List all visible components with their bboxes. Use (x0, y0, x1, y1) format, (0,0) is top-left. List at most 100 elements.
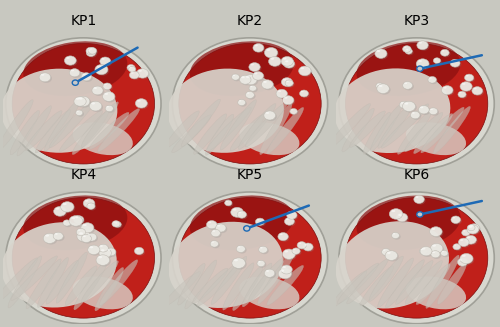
Ellipse shape (88, 50, 97, 58)
Ellipse shape (281, 57, 293, 66)
Ellipse shape (64, 221, 72, 227)
Ellipse shape (86, 49, 96, 57)
Ellipse shape (264, 269, 275, 277)
Ellipse shape (386, 252, 399, 262)
Ellipse shape (90, 112, 129, 149)
Ellipse shape (190, 41, 294, 96)
Ellipse shape (434, 59, 436, 60)
Ellipse shape (467, 225, 478, 234)
Ellipse shape (298, 243, 308, 250)
Ellipse shape (90, 102, 103, 112)
Ellipse shape (83, 199, 94, 208)
Ellipse shape (429, 77, 438, 84)
Ellipse shape (60, 202, 74, 212)
Ellipse shape (330, 271, 367, 308)
Ellipse shape (100, 57, 110, 65)
Ellipse shape (404, 112, 443, 152)
Ellipse shape (443, 87, 454, 96)
Ellipse shape (416, 196, 418, 198)
Ellipse shape (23, 41, 128, 96)
Ellipse shape (55, 208, 68, 217)
Ellipse shape (454, 244, 456, 246)
Ellipse shape (78, 97, 91, 108)
Ellipse shape (90, 246, 93, 248)
Ellipse shape (41, 74, 44, 76)
Ellipse shape (238, 99, 246, 106)
Ellipse shape (346, 259, 388, 304)
Ellipse shape (420, 107, 424, 108)
Ellipse shape (263, 81, 267, 83)
Ellipse shape (468, 226, 472, 228)
Ellipse shape (356, 41, 461, 96)
Ellipse shape (95, 64, 108, 75)
Ellipse shape (240, 75, 251, 84)
Ellipse shape (130, 67, 132, 68)
Ellipse shape (284, 97, 288, 99)
Title: KP1: KP1 (70, 14, 97, 28)
Ellipse shape (392, 210, 396, 212)
Ellipse shape (440, 250, 448, 256)
Ellipse shape (128, 66, 136, 72)
Ellipse shape (128, 65, 130, 67)
Ellipse shape (102, 58, 104, 60)
Ellipse shape (460, 82, 472, 91)
Ellipse shape (462, 83, 466, 85)
Ellipse shape (284, 97, 295, 106)
Ellipse shape (44, 234, 58, 245)
Ellipse shape (112, 221, 120, 227)
Ellipse shape (62, 203, 76, 213)
Ellipse shape (390, 210, 404, 220)
Ellipse shape (73, 122, 133, 155)
Ellipse shape (239, 101, 247, 107)
Ellipse shape (254, 45, 265, 53)
Ellipse shape (286, 219, 296, 226)
Ellipse shape (256, 219, 266, 226)
Ellipse shape (88, 204, 96, 211)
Ellipse shape (86, 233, 97, 241)
Ellipse shape (346, 198, 488, 318)
Ellipse shape (377, 84, 390, 94)
Ellipse shape (105, 105, 114, 112)
Ellipse shape (230, 114, 266, 151)
Ellipse shape (232, 208, 236, 211)
Ellipse shape (300, 67, 304, 69)
Ellipse shape (226, 201, 228, 202)
Ellipse shape (378, 85, 382, 87)
Ellipse shape (252, 72, 264, 80)
Ellipse shape (238, 212, 248, 219)
Ellipse shape (470, 225, 481, 233)
Ellipse shape (115, 222, 117, 223)
Ellipse shape (412, 112, 422, 120)
Ellipse shape (79, 232, 83, 234)
Ellipse shape (238, 246, 240, 248)
Ellipse shape (420, 250, 428, 255)
Ellipse shape (382, 249, 390, 255)
Ellipse shape (113, 221, 116, 223)
Ellipse shape (88, 50, 90, 52)
Ellipse shape (244, 75, 257, 85)
Ellipse shape (412, 112, 414, 114)
Ellipse shape (459, 92, 468, 99)
Ellipse shape (418, 42, 430, 51)
Ellipse shape (179, 198, 321, 318)
Ellipse shape (342, 108, 374, 152)
Ellipse shape (334, 68, 450, 153)
Ellipse shape (370, 104, 402, 151)
Ellipse shape (206, 114, 234, 155)
Ellipse shape (405, 48, 412, 54)
Ellipse shape (257, 260, 265, 267)
Ellipse shape (72, 111, 109, 155)
Ellipse shape (103, 83, 112, 90)
Ellipse shape (417, 212, 423, 217)
Ellipse shape (130, 72, 140, 80)
Ellipse shape (398, 111, 432, 154)
Ellipse shape (17, 106, 51, 156)
Ellipse shape (116, 223, 122, 228)
Ellipse shape (270, 58, 274, 60)
Ellipse shape (244, 226, 250, 231)
Ellipse shape (254, 73, 265, 81)
Ellipse shape (270, 58, 282, 67)
Ellipse shape (434, 58, 440, 63)
Ellipse shape (108, 249, 117, 257)
Ellipse shape (240, 277, 300, 309)
